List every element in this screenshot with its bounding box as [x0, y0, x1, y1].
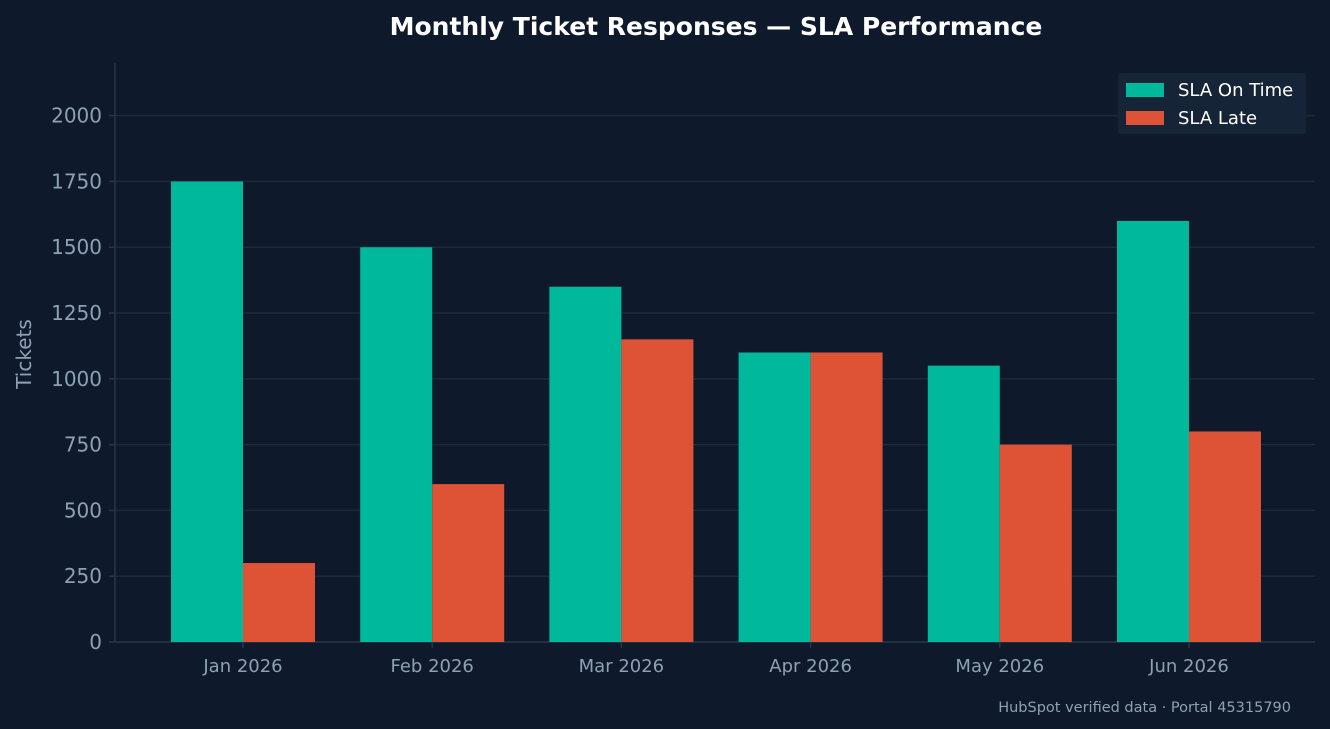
y-axis-label: Tickets [12, 319, 36, 390]
legend-label: SLA Late [1178, 108, 1257, 129]
legend-swatch [1126, 111, 1164, 125]
bar-sla-on-time [927, 365, 1000, 642]
y-tick-label: 1750 [51, 169, 102, 193]
bar-sla-late [810, 352, 883, 642]
gridlines [115, 114, 1315, 577]
y-tick-label: 750 [64, 433, 102, 457]
x-tick-labels: Jan 2026 Feb 2026 Mar 2026 Apr 2026 May 2026… [202, 656, 1228, 677]
y-tick-label: 1250 [51, 301, 102, 325]
y-tick-label: 500 [64, 498, 102, 522]
chart-title: Monthly Ticket Responses — SLA Performan… [390, 12, 1043, 41]
bar-sla-late [999, 444, 1072, 642]
y-tick-label: 250 [64, 564, 102, 588]
y-tick-label: 1500 [51, 235, 102, 259]
bar-sla-late [243, 563, 315, 642]
legend-label: SLA On Time [1178, 80, 1293, 101]
legend: SLA On Time SLA Late [1118, 73, 1306, 134]
bars [171, 181, 1261, 642]
x-tick-label: Apr 2026 [769, 656, 852, 677]
y-tick-label: 0 [89, 630, 102, 654]
bar-sla-on-time [549, 286, 622, 642]
x-tick-label: May 2026 [955, 656, 1044, 677]
x-tick-label: Mar 2026 [579, 656, 665, 677]
x-tick-label: Feb 2026 [390, 656, 473, 677]
bar-sla-on-time [171, 181, 243, 642]
bar-sla-late [1189, 431, 1261, 642]
bar-sla-late [621, 339, 694, 642]
x-tick-label: Jun 2026 [1148, 656, 1229, 677]
bar-sla-on-time [360, 247, 433, 642]
legend-box [1118, 73, 1306, 134]
bar-sla-on-time [1117, 220, 1189, 642]
x-tick-label: Jan 2026 [202, 656, 282, 677]
y-tick-labels: 0 250 500 750 1000 1250 1500 1750 2000 [51, 104, 102, 654]
bar-sla-on-time [738, 352, 811, 642]
y-tick-label: 1000 [51, 367, 102, 391]
y-tick-label: 2000 [51, 104, 102, 128]
footer-note: HubSpot verified data · Portal 45315790 [998, 700, 1291, 716]
bar-sla-late [432, 484, 505, 642]
legend-swatch [1126, 83, 1164, 97]
